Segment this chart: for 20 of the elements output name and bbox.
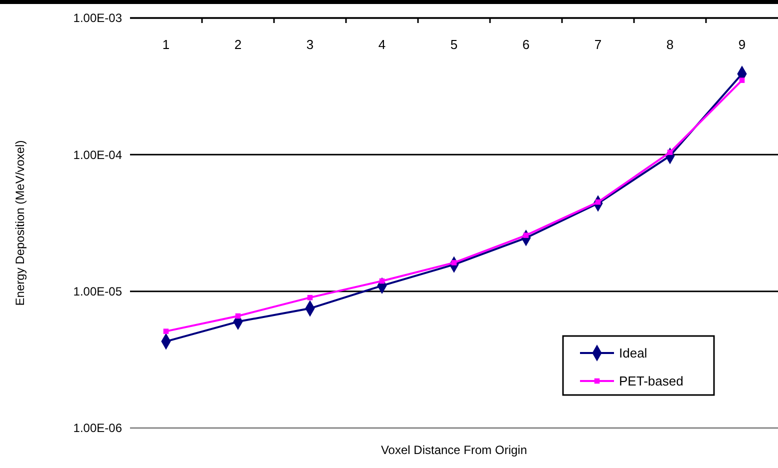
x-tick-label: 9	[738, 37, 746, 52]
x-axis-title: Voxel Distance From Origin	[380, 443, 528, 457]
x-tick-label: 6	[522, 37, 530, 52]
x-tick-label: 1	[162, 37, 170, 52]
x-tick-label: 2	[234, 37, 242, 52]
x-tick-label: 5	[450, 37, 458, 52]
x-tick-label: 8	[666, 37, 674, 52]
y-tick-label: 1.00E-05	[73, 284, 122, 299]
y-tick-label: 1.00E-06	[73, 421, 122, 436]
x-tick-label: 7	[594, 37, 602, 52]
x-tick-label: 4	[378, 37, 386, 52]
legend-label: PET-based	[619, 374, 684, 389]
y-axis-title: Energy Deposition (MeV/voxel)	[13, 140, 27, 306]
y-tick-label: 1.00E-04	[73, 148, 122, 162]
point	[163, 328, 169, 334]
point	[739, 78, 745, 83]
point	[667, 150, 673, 155]
x-tick-label: 3	[306, 37, 314, 52]
legend-label: Ideal	[619, 346, 648, 361]
y-tick-label: 1.00E-03	[73, 11, 122, 26]
